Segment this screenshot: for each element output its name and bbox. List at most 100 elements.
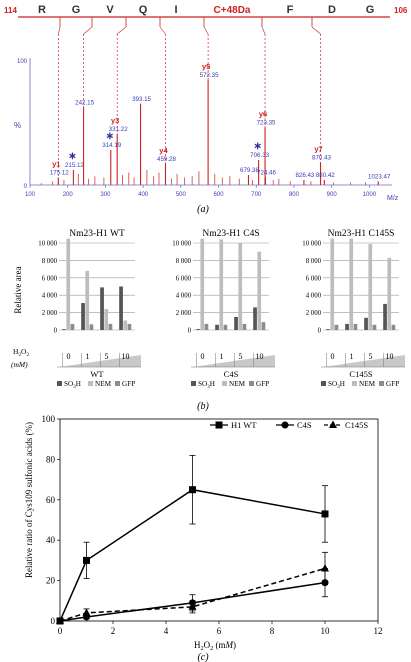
peak-mz-label: 572.35 [200, 72, 219, 79]
bar-y-tick-label: 2 000 [176, 310, 192, 317]
line-x-tick-label: 12 [374, 626, 383, 636]
peak-mz-label: 393.15 [132, 96, 151, 103]
data-point [82, 608, 91, 616]
bar-y-tick-label: 6 000 [176, 275, 192, 282]
bar [62, 329, 66, 330]
panel-label-b: (b) [197, 401, 209, 412]
bar [204, 323, 209, 330]
legend-swatch [57, 381, 62, 386]
data-point [321, 563, 329, 572]
peak-star-marker: ∗ [68, 151, 76, 162]
spectrum-x-tick-label: 800 [289, 192, 300, 198]
bar [223, 324, 228, 330]
bar-y-tick-label: 0 [318, 328, 322, 335]
bar [353, 323, 358, 330]
peak-mz-label: 706.33 [250, 152, 269, 159]
legend-label: C145S [345, 420, 368, 430]
bar-x-title-unit: (mM) [11, 360, 28, 369]
line-panel: 0 20 40 60 80 100 0 2 4 6 8 10 12 H2O2 (mM) H1 WT C4S C1… [42, 414, 383, 652]
spectrum-x-tick-label: 600 [214, 192, 225, 198]
sequence-right-index: 106 [394, 6, 408, 15]
legend-swatch [379, 381, 384, 386]
spectrum-x-tick-label: 300 [100, 192, 111, 198]
legend-label: C4S [297, 420, 312, 430]
line-y-tick-label: 60 [46, 495, 56, 505]
spectrum-x-tick-label: 900 [327, 192, 338, 198]
bar [104, 309, 109, 330]
concentration-wedge [323, 355, 405, 367]
bar-x-tick-label: 0 [331, 352, 335, 361]
cleavage-connector [311, 26, 321, 35]
peak-mz-label: 870.43 [312, 155, 331, 162]
sequence-left-index: 114 [4, 6, 17, 15]
series-line [59, 488, 326, 622]
bar [391, 324, 396, 330]
bar-x-tick-label: 5 [369, 352, 373, 361]
peak-mz-label: 175.12 [50, 170, 69, 177]
bar-y-tick-label: 8 000 [176, 258, 192, 265]
bar [108, 323, 113, 330]
bar-y-tick-label: 2 000 [306, 310, 322, 317]
peak-mz-label: 724.46 [257, 170, 276, 177]
sequence-residue: I [174, 4, 177, 16]
bar-chart: Nm23-H1 WT 0 2 000 4 000 6 000 8 000 10 000 0 1 5… [38, 229, 141, 390]
bar-y-tick-label: 4 000 [306, 293, 322, 300]
bar-y-tick-label: 6 000 [306, 275, 322, 282]
bar-x-tick-label: 1 [350, 352, 354, 361]
ion-label: y7 [314, 145, 322, 154]
sequence-residue: G [366, 4, 375, 16]
peak-mz-label: 1023.47 [368, 173, 391, 180]
concentration-wedge [193, 355, 275, 367]
peak-mz-label: 459.28 [157, 156, 176, 163]
data-point [215, 421, 223, 429]
bar-y-tick-label: 0 [54, 328, 58, 335]
ion-label: y6 [259, 110, 267, 119]
peak-mz-label: 331.22 [109, 126, 128, 133]
line-y-tick-label: 0 [51, 616, 56, 626]
bar-y-tick-label: 10 000 [172, 241, 191, 248]
bar-y-axis-label: Relative area [13, 266, 23, 313]
bar [127, 323, 132, 330]
peak-mz-label: 679.38 [240, 167, 259, 174]
sequence-residue: Q [139, 4, 148, 16]
bar-chart-title: Nm23-H1 C4S [202, 229, 259, 239]
legend-label: SO3H [328, 380, 345, 390]
legend-label: H1 WT [231, 420, 257, 430]
line-y-tick-label: 100 [42, 414, 56, 424]
legend-label: NEM [359, 380, 376, 388]
bar-x-tick-label: 5 [239, 352, 243, 361]
bar [383, 303, 387, 330]
spectrum-x-axis-label: M/z [387, 195, 399, 202]
ion-label: y1 [52, 160, 60, 169]
spectrum-x-tick-label: 100 [25, 192, 36, 198]
ion-label: y3 [111, 116, 119, 125]
bar [215, 324, 219, 330]
peak-mz-label: 826.43 [295, 172, 314, 179]
bar-y-tick-label: 10 000 [38, 241, 57, 248]
line-y-tick-label: 20 [46, 576, 56, 586]
bar [330, 238, 335, 330]
bar-x-tick-label: 10 [256, 352, 264, 361]
legend-label: SO3H [198, 380, 215, 390]
spectrum-y-tick-label: 0 [24, 184, 28, 190]
bar-x-tick-label: 0 [201, 352, 205, 361]
bar [196, 329, 200, 330]
line-x-tick-label: 0 [58, 626, 63, 636]
spectrum-x-tick-label: 200 [63, 192, 74, 198]
bar [89, 324, 94, 330]
cleavage-connector [203, 26, 209, 35]
line-series [56, 568, 329, 625]
peak-mz-label: 242.15 [75, 100, 94, 107]
bar-chart: Nm23-H1 C145S 0 2 000 4 000 6 000 8 000 10 000… [302, 229, 405, 390]
sequence-residues: R G V Q I C+48Da F D G [38, 4, 374, 16]
line-y-axis-label: Relative ratio of Cys109 sulfonic acids … [24, 422, 34, 578]
line-x-tick-label: 4 [164, 626, 169, 636]
line-y-tick-label: 80 [46, 454, 56, 464]
legend-swatch [222, 381, 227, 386]
bar-y-tick-label: 10 000 [302, 241, 321, 248]
peak-mz-label: 723.35 [257, 120, 276, 127]
